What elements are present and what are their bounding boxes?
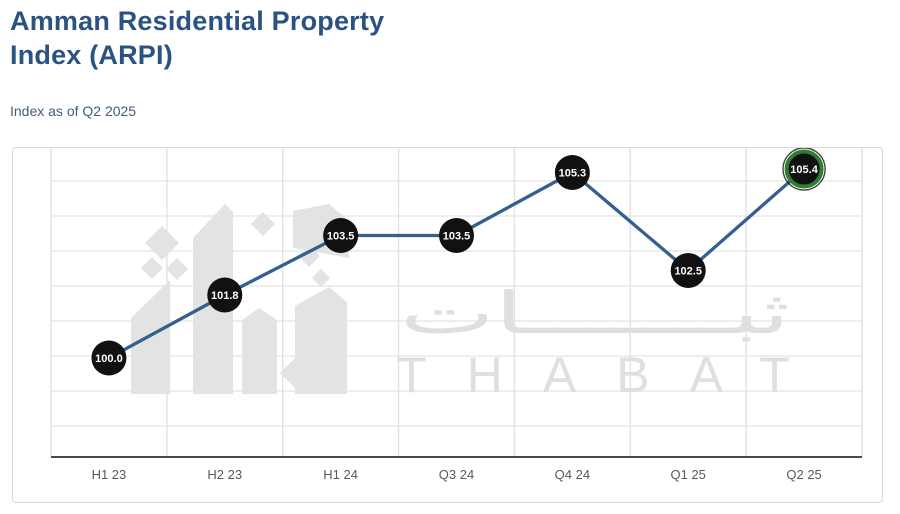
page-title: Amman Residential Property Index (ARPI)	[10, 4, 384, 72]
watermark-latin-text: THABAT	[396, 347, 830, 403]
data-point-value-label: 105.3	[559, 168, 587, 180]
x-axis-tick-label: H1 23	[92, 467, 127, 482]
data-point-value-label: 100.0	[95, 353, 123, 365]
x-axis-tick-label: Q3 24	[439, 467, 474, 482]
data-point-marker[interactable]	[323, 218, 359, 253]
data-point-marker[interactable]	[91, 340, 127, 376]
page-title-line2: Index (ARPI)	[10, 40, 173, 70]
x-axis-labels: H1 23 H2 23 H1 24 Q3 24 Q4 24 Q1 25 Q2 25	[92, 467, 822, 482]
data-point-marker[interactable]	[439, 218, 474, 253]
data-point-marker[interactable]	[670, 253, 706, 288]
data-point-marker[interactable]	[207, 277, 243, 313]
chart-card: ثبـــــــات THABAT 100.0 101.8 103.5 103.5 1…	[12, 147, 883, 503]
data-point-value-label: 103.5	[443, 231, 471, 243]
x-axis-tick-label: Q4 24	[555, 467, 590, 482]
page-title-line1: Amman Residential Property	[10, 6, 385, 36]
x-axis-tick-label: H1 24	[323, 467, 358, 482]
x-axis-tick-label: H2 23	[207, 467, 242, 482]
data-point-value-label: 103.5	[327, 231, 355, 243]
highlight-outer-ring	[782, 148, 826, 191]
data-point-marker[interactable]	[554, 155, 590, 190]
data-point-value-label: 101.8	[211, 290, 239, 302]
page-subtitle: Index as of Q2 2025	[10, 103, 137, 119]
data-point-marker[interactable]	[784, 149, 824, 189]
watermark-arabic-text: ثبـــــــات	[400, 279, 790, 347]
data-point-value-label: 102.5	[674, 266, 702, 278]
data-point-value-label: 105.4	[790, 164, 818, 176]
x-axis-tick-label: Q1 25	[671, 467, 706, 482]
series-layer: 100.0 101.8 103.5 103.5 105.3 102.5 105.4	[91, 148, 826, 376]
x-axis-tick-label: Q2 25	[786, 467, 821, 482]
